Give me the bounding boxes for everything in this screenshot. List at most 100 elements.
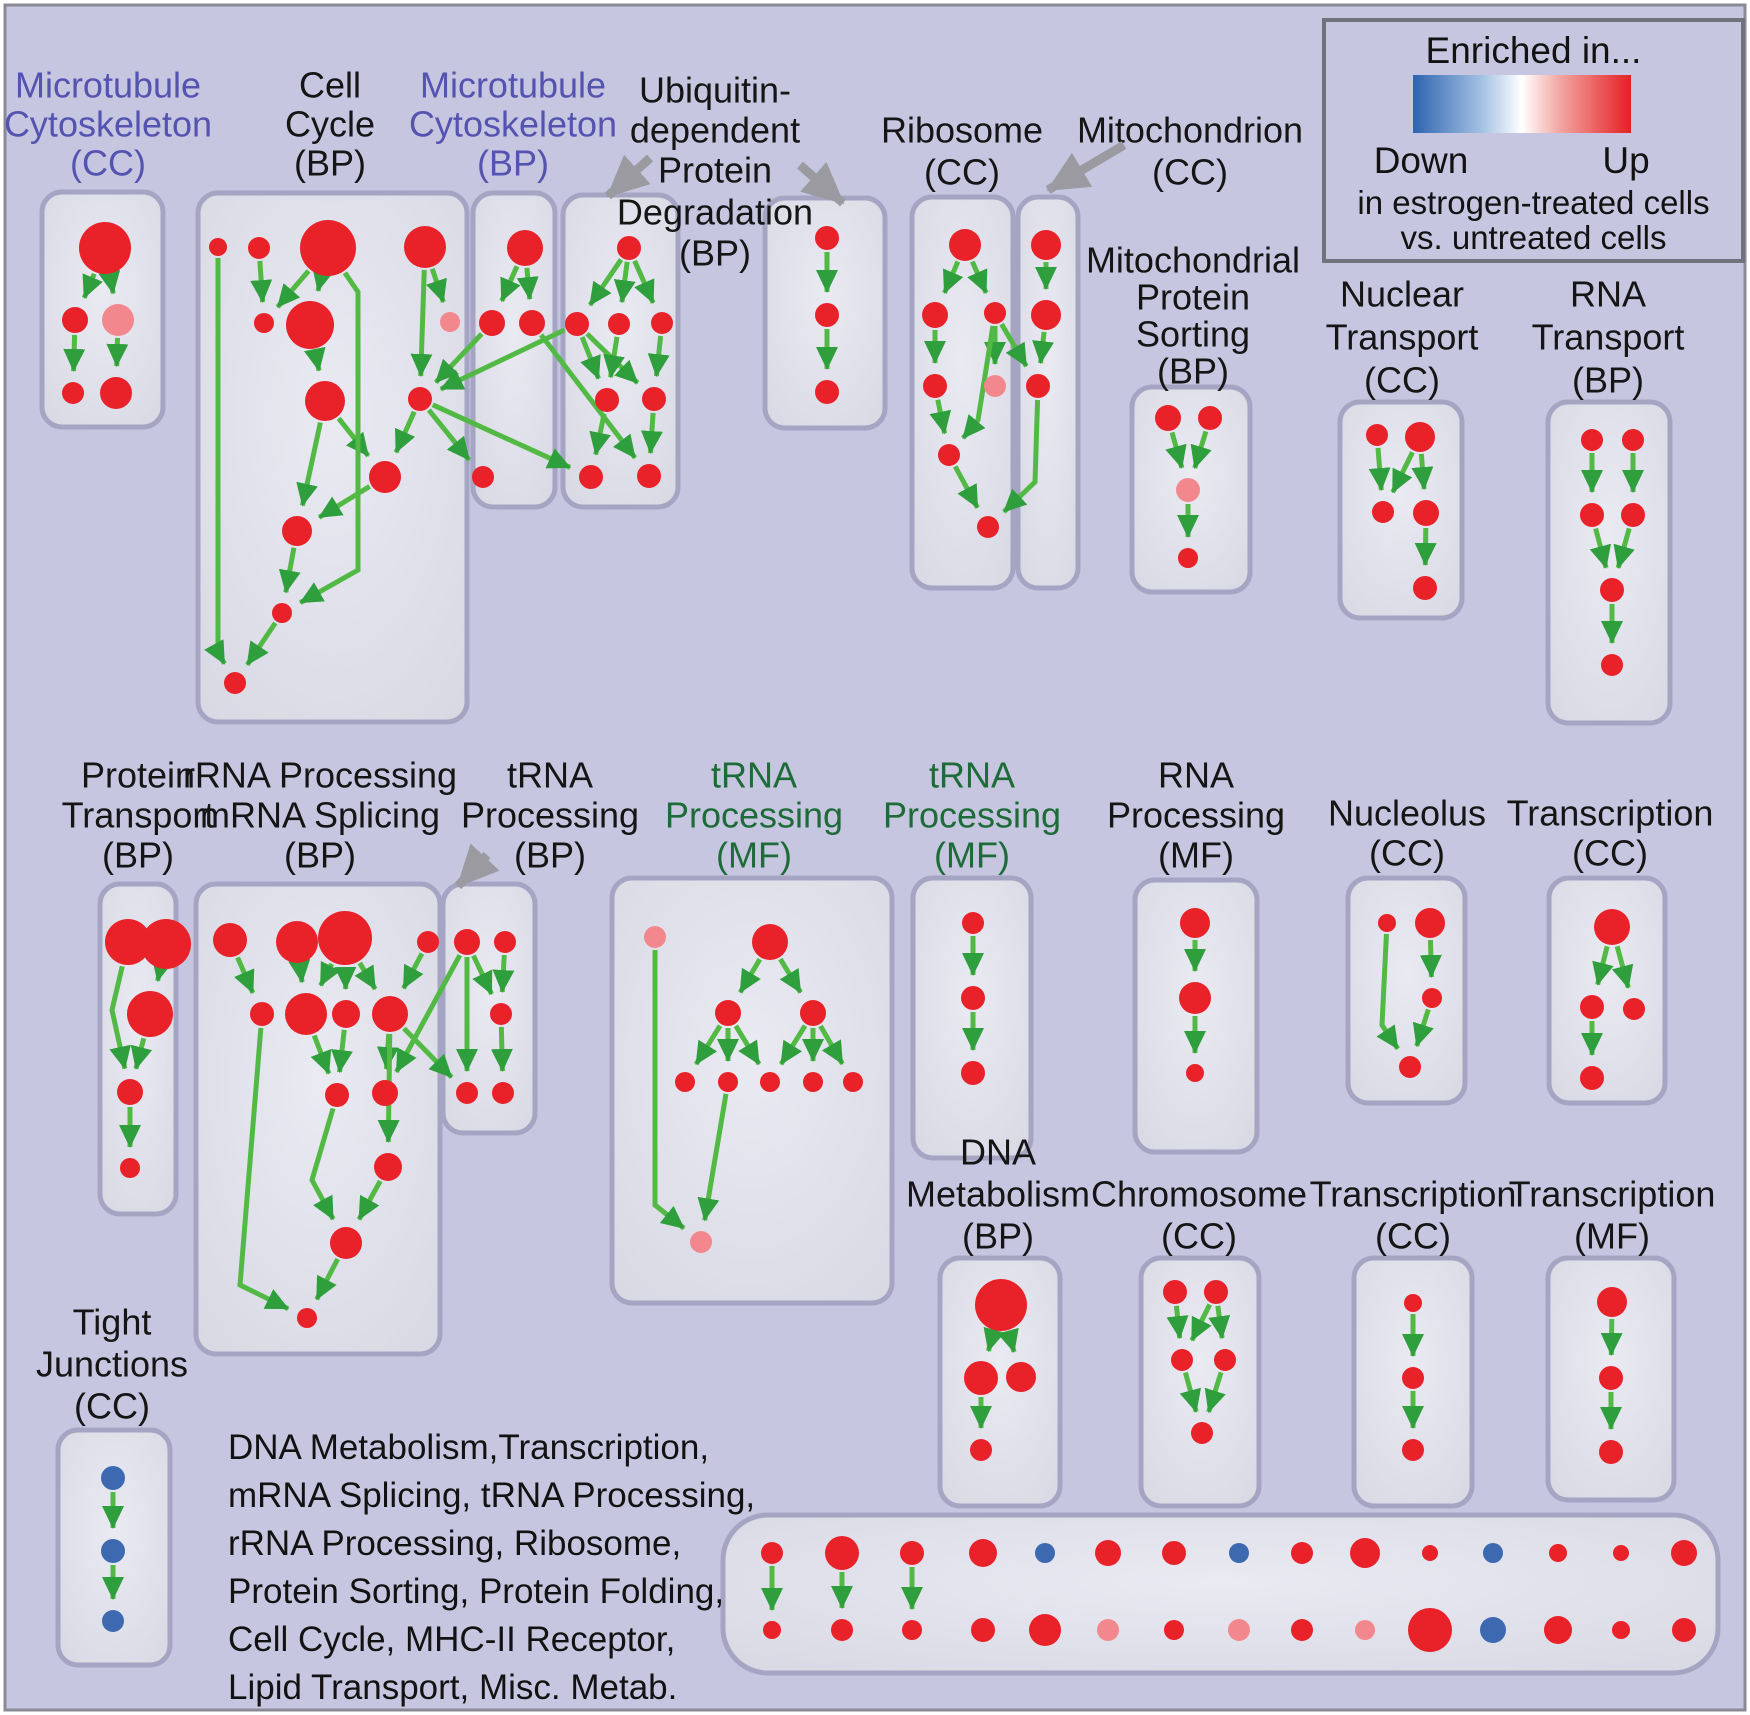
edge-arrow — [1032, 331, 1054, 365]
go-term-node-red — [254, 313, 274, 333]
edge-arrow — [310, 1034, 332, 1075]
go-term-node-red — [803, 1072, 823, 1092]
go-term-node-pink — [440, 312, 460, 332]
edge-arrow — [1411, 453, 1434, 491]
edge-arrow — [309, 1107, 336, 1221]
edge-arrow — [1166, 1305, 1189, 1340]
go-term-node-red — [1422, 988, 1442, 1008]
go-term-node-red — [408, 387, 432, 411]
edge-arrow — [778, 957, 803, 994]
go-term-node-red — [286, 301, 334, 349]
go-term-node-red — [760, 1072, 780, 1092]
edge-arrow — [1368, 447, 1391, 492]
go-term-node-red — [970, 1439, 992, 1461]
go-term-node-red — [100, 377, 132, 409]
label-pointer-arrow — [797, 161, 846, 207]
go-term-node-blue — [1035, 1543, 1055, 1563]
edge-arrow — [314, 1257, 340, 1301]
go-term-node-red — [250, 1002, 274, 1026]
go-term-node-red — [1597, 1287, 1627, 1317]
cluster-label-trna_bp: (BP) — [514, 835, 586, 876]
edge-arrow — [587, 258, 624, 307]
edge-arrow — [299, 271, 361, 605]
edge-arrow — [1204, 1371, 1226, 1413]
cluster-label-trna_mf1: (MF) — [716, 835, 792, 876]
cluster-label-pt: Transport — [62, 795, 215, 836]
edge-arrow — [151, 956, 174, 982]
go-term-node-pink — [984, 375, 1006, 397]
cluster-label-mc_cc: Cytoskeleton — [4, 104, 212, 145]
go-term-node-red — [330, 1227, 362, 1259]
go-term-node-red — [1155, 405, 1181, 431]
go-term-node-red — [507, 230, 543, 266]
go-term-node-pink — [102, 304, 134, 336]
edge-arrow — [1002, 399, 1041, 514]
edge-arrow — [250, 260, 273, 304]
go-term-node-red — [1378, 914, 1396, 932]
edge-arrow — [640, 412, 663, 455]
go-term-node-red — [984, 302, 1006, 324]
go-term-node-red — [472, 466, 494, 488]
cluster-label-ubiq1: Protein — [658, 150, 772, 191]
go-term-node-red — [1581, 429, 1603, 451]
edge-arrow — [999, 322, 1029, 368]
cluster-label-nuclear: Transport — [1326, 317, 1479, 358]
go-term-node-red — [297, 1308, 317, 1328]
cluster-label-mito: Mitochondrion — [1077, 110, 1303, 151]
cluster-label-rrna: mRNA Splicing — [200, 795, 440, 836]
edge-arrow — [579, 336, 601, 380]
cluster-label-tcc1: Transcription — [1507, 793, 1714, 834]
edge-arrow — [471, 954, 494, 996]
cluster-label-trna_mf2: tRNA — [929, 755, 1015, 796]
cluster-label-rrna: (BP) — [284, 835, 356, 876]
cluster-label-mc_bp: Cytoskeleton — [409, 104, 617, 145]
go-term-node-red — [369, 461, 401, 493]
go-term-node-red — [565, 312, 589, 336]
cluster-box-ribosome — [909, 194, 1016, 591]
cluster-label-trna_mf1: Processing — [665, 795, 843, 836]
cluster-label-mito: (CC) — [1152, 152, 1228, 193]
cluster-label-tmf: Transcription — [1509, 1174, 1716, 1215]
cluster-label-ribosome: (CC) — [924, 152, 1000, 193]
go-term-node-red — [519, 310, 545, 336]
cluster-label-tight: (CC) — [74, 1386, 150, 1427]
edge-arrow — [1189, 1303, 1212, 1342]
cluster-label-tcc2: (CC) — [1375, 1216, 1451, 1257]
cluster-label-dna_metab: Metabolism — [906, 1174, 1090, 1215]
go-term-node-red — [490, 1003, 512, 1025]
cluster-label-mc_bp: Microtubule — [420, 65, 606, 106]
cluster-label-ubiq1: Ubiquitin- — [639, 70, 791, 111]
cluster-label-cell_cycle: (BP) — [294, 143, 366, 184]
go-term-node-red — [1191, 1422, 1213, 1444]
cluster-label-rna_proc: Processing — [1107, 795, 1285, 836]
edge-arrow — [983, 1326, 1005, 1352]
cluster-label-ribosome: Ribosome — [881, 110, 1043, 151]
cluster-label-nuclear: (CC) — [1364, 360, 1440, 401]
go-term-node-red — [825, 1536, 859, 1570]
go-term-node-red — [1599, 1440, 1623, 1464]
go-term-node-red — [1622, 429, 1644, 451]
go-term-node-red — [1612, 1621, 1630, 1639]
cluster-label-rna_transport: Transport — [1532, 317, 1685, 358]
go-term-node-red — [962, 912, 984, 934]
edge-arrow — [237, 1027, 290, 1311]
edge-arrow — [356, 1179, 383, 1221]
edge-arrow — [130, 1037, 153, 1070]
cluster-label-rna_proc: (MF) — [1158, 835, 1234, 876]
go-term-node-red — [1399, 1056, 1421, 1078]
go-term-node-red — [282, 516, 312, 546]
cluster-label-cell_cycle: Cell — [299, 65, 361, 106]
go-term-node-red — [1031, 230, 1061, 260]
cluster-label-chromosome: (CC) — [1161, 1216, 1237, 1257]
go-term-node-red — [1422, 1545, 1438, 1561]
go-term-node-red — [977, 516, 999, 538]
go-term-node-red — [305, 381, 345, 421]
go-term-node-red — [1413, 576, 1437, 600]
edge-arrow — [603, 336, 625, 379]
cluster-label-trna_bp: tRNA — [507, 755, 593, 796]
edge-arrow — [929, 399, 952, 435]
go-term-node-red — [300, 220, 356, 276]
go-term-node-red — [1621, 503, 1645, 527]
go-term-node-red — [276, 921, 318, 963]
edge-arrow — [98, 269, 121, 295]
